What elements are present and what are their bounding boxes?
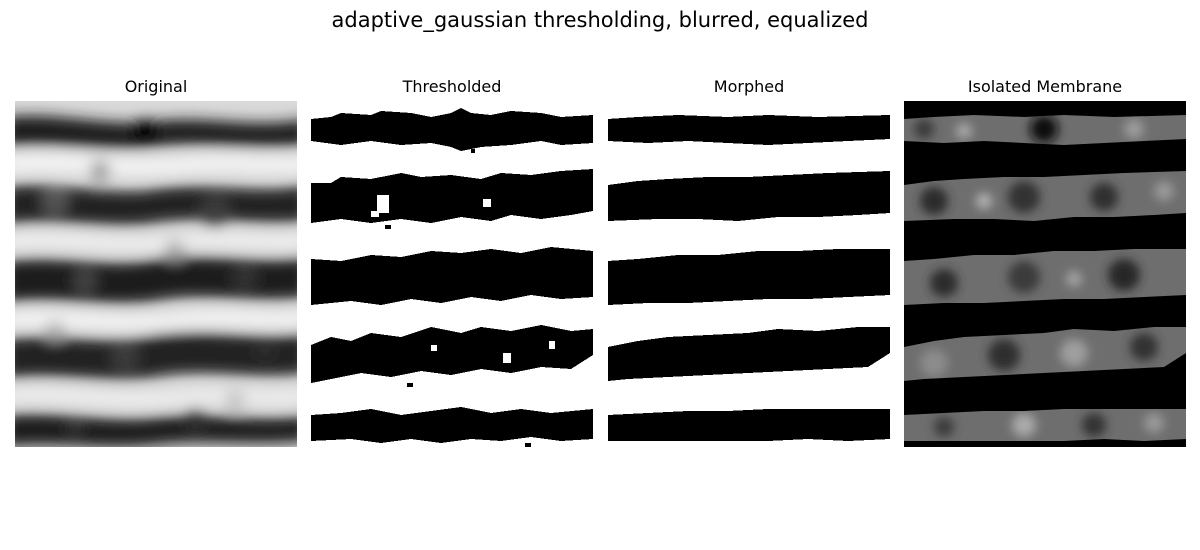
panel-title-thresholded: Thresholded	[402, 77, 502, 96]
figure-title: adaptive_gaussian thresholding, blurred,…	[331, 8, 869, 32]
panel-isolated-membrane: Isolated Membrane	[904, 76, 1186, 447]
thresholded-image	[311, 101, 593, 447]
original-image	[15, 101, 297, 447]
panel-title-morphed: Morphed	[713, 77, 785, 96]
morphed-image	[608, 101, 890, 447]
panel-title-original: Original	[124, 77, 188, 96]
panel-morphed: Morphed	[608, 76, 890, 447]
panel-title-isolated-membrane: Isolated Membrane	[967, 77, 1123, 96]
isolated-membrane-image	[904, 101, 1186, 447]
panel-thresholded: Thresholded	[311, 76, 593, 447]
panel-original: Original	[15, 76, 297, 447]
